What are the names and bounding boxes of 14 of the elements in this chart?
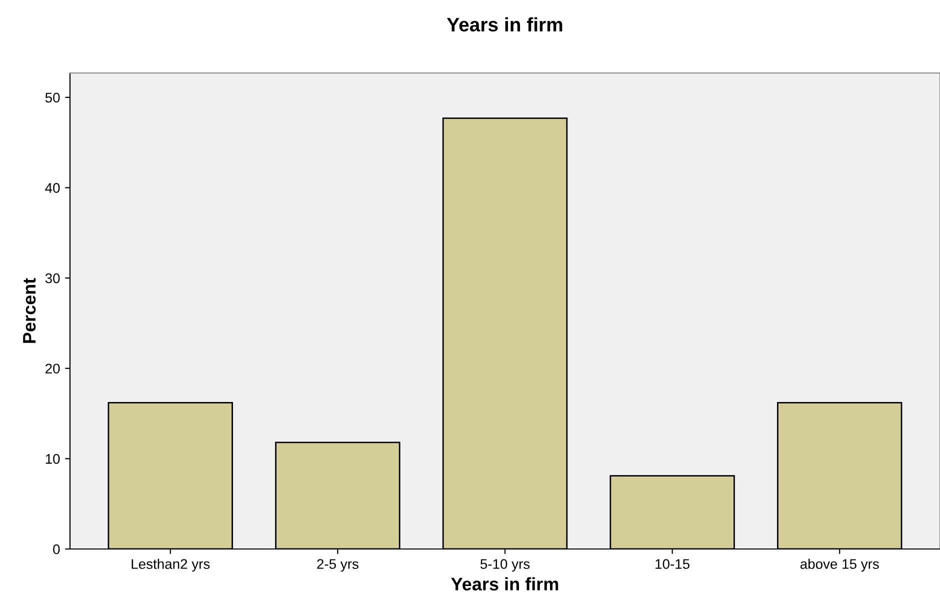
x-tick-label: 10-15 xyxy=(656,559,690,569)
y-tick-label: 10 xyxy=(46,454,60,464)
chart-title: Years in firm xyxy=(446,17,562,32)
x-axis-title: Years in firm xyxy=(451,577,558,590)
x-tick-label: 2-5 yrs xyxy=(317,559,358,572)
y-tick-label: 50 xyxy=(45,92,60,103)
y-axis-title: Percent xyxy=(23,278,36,343)
y-tick-label: 40 xyxy=(45,183,60,193)
x-tick-label: above 15 yrs xyxy=(800,558,879,572)
x-tick-label: 5-10 yrs xyxy=(480,559,530,572)
y-tick-label: 20 xyxy=(46,364,60,374)
y-tick-label: 30 xyxy=(45,273,60,284)
x-tick-label: Lesthan2 yrs xyxy=(132,558,210,572)
y-tick-label: 0 xyxy=(53,544,60,554)
